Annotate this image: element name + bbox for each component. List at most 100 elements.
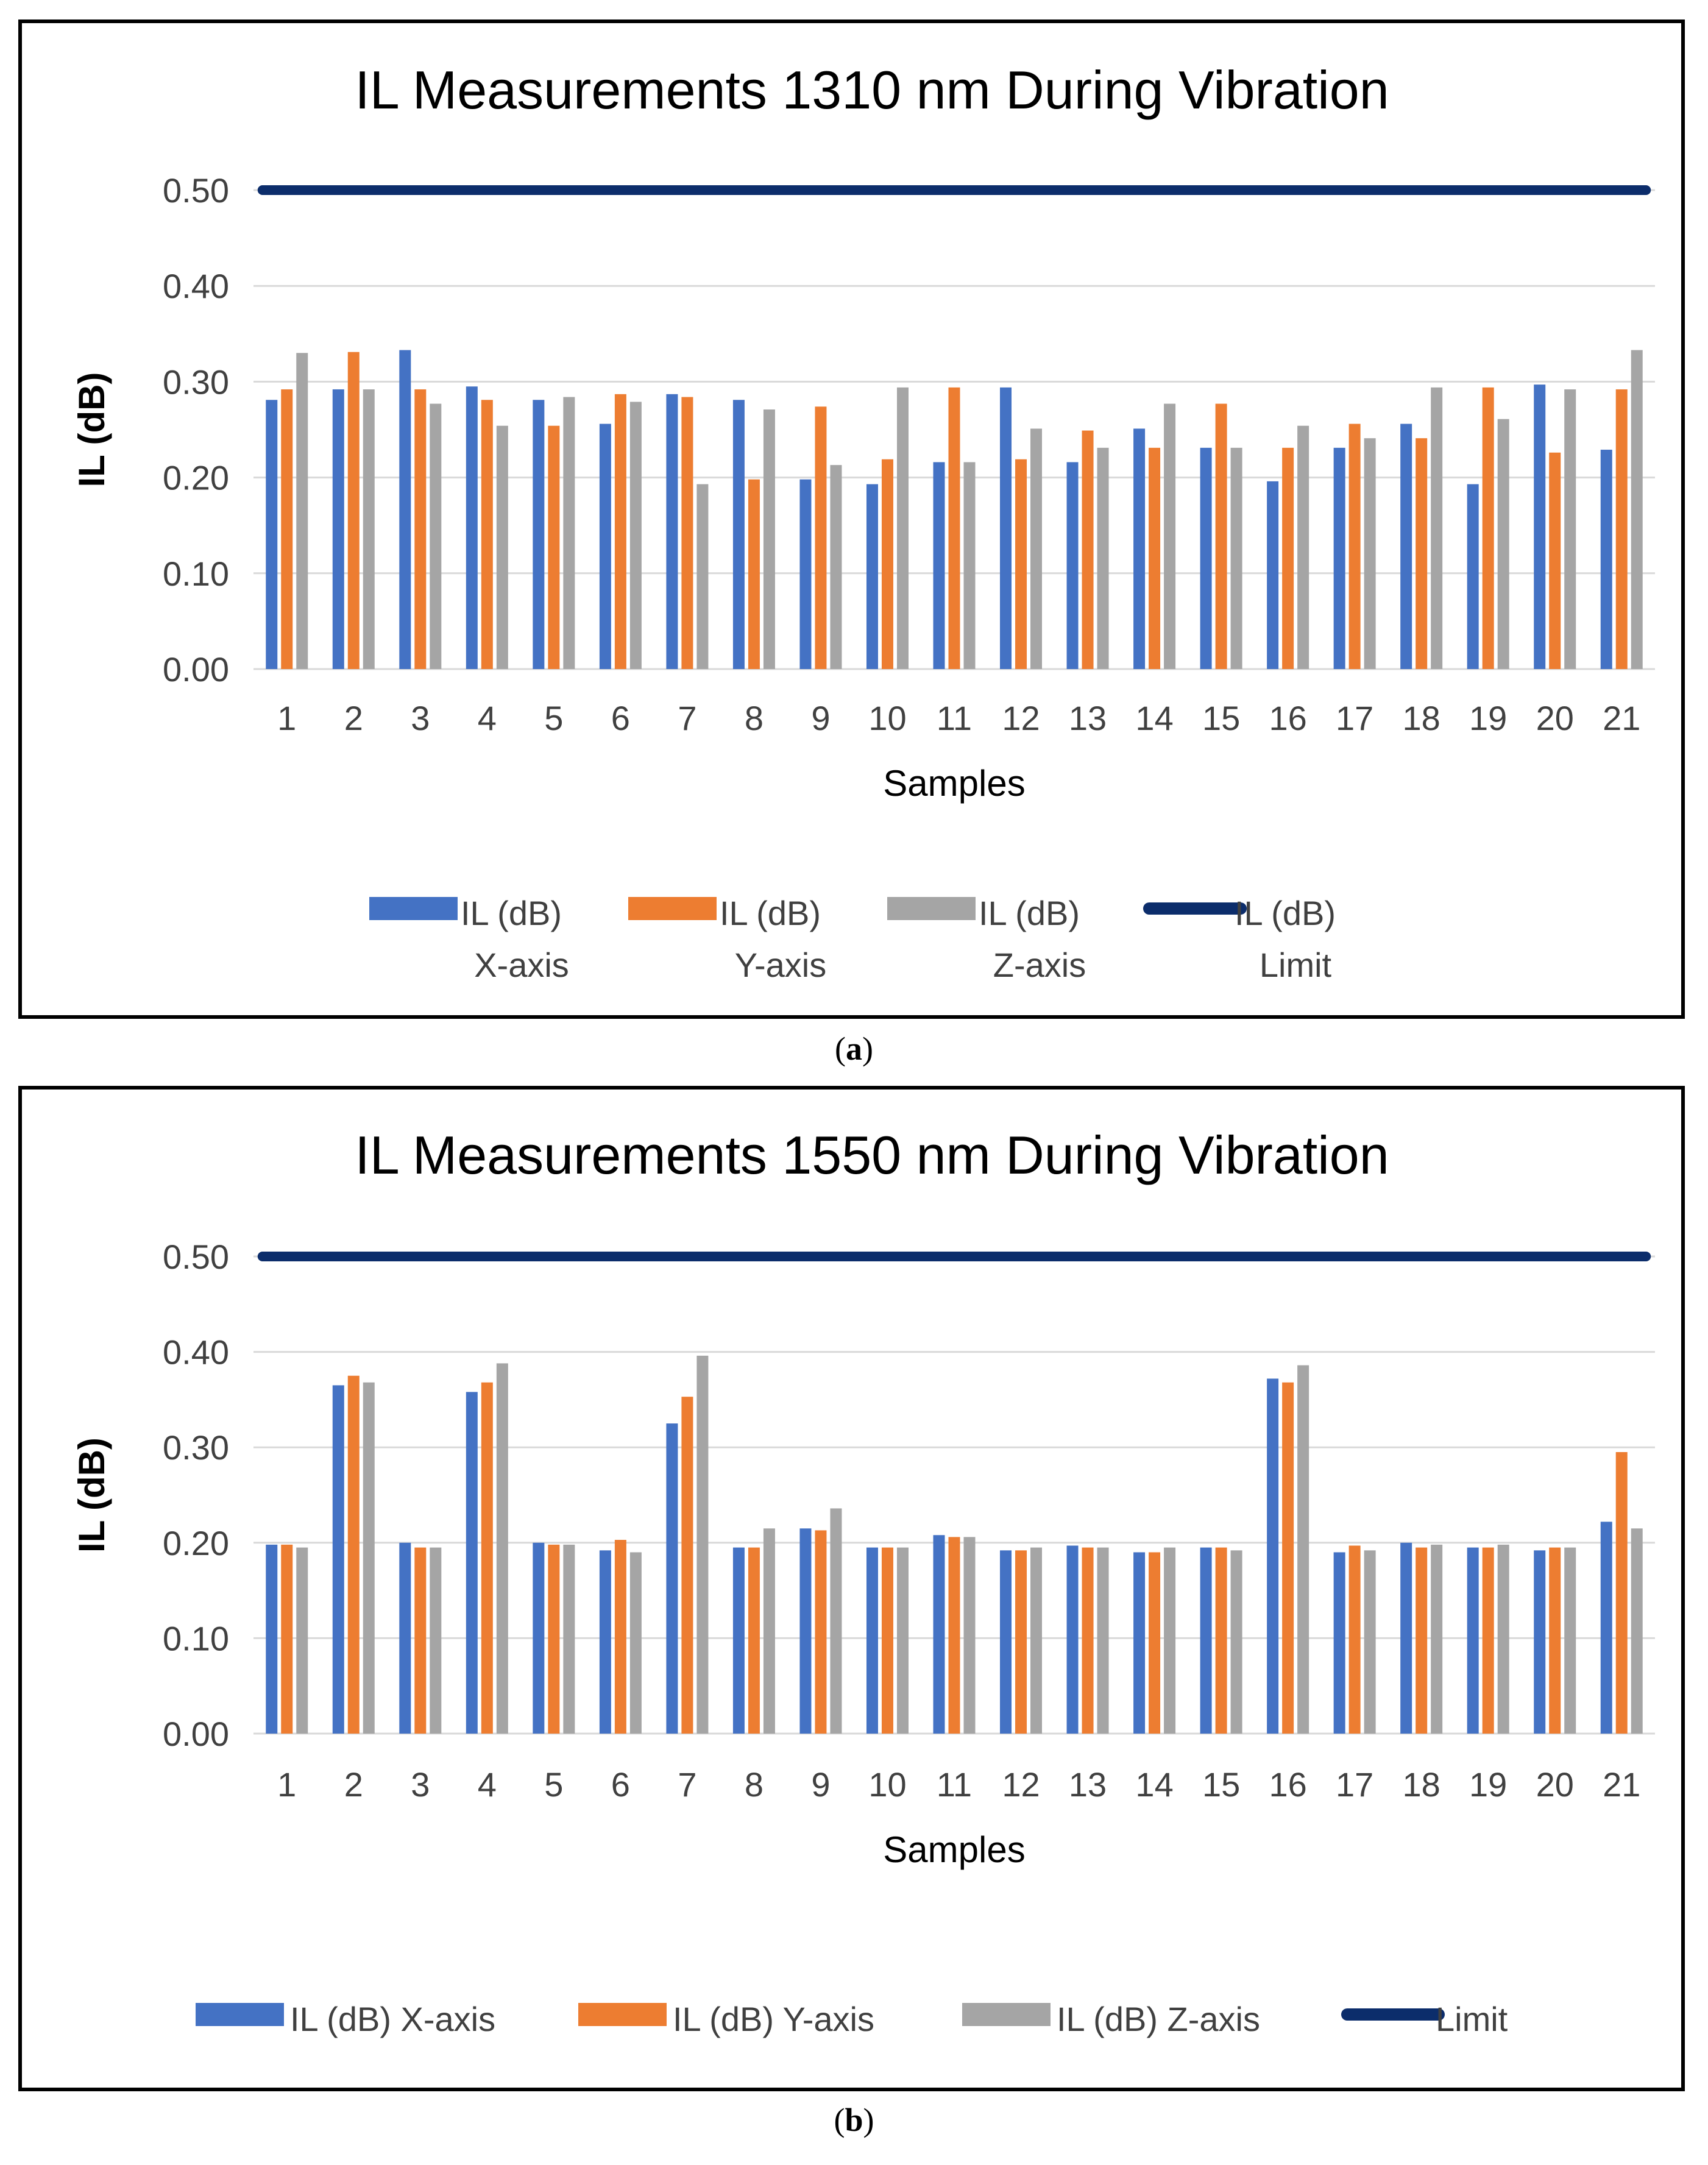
bar-z-axis-sample-1 bbox=[296, 353, 308, 669]
bar-y-axis-sample-19 bbox=[1482, 387, 1494, 669]
bar-x-axis-sample-11 bbox=[933, 1535, 945, 1734]
y-tick-label: 0.50 bbox=[163, 171, 229, 210]
legend-label: IL (dB) Z-axis bbox=[1057, 2000, 1260, 2038]
bar-z-axis-sample-5 bbox=[563, 1544, 575, 1734]
bar-x-axis-sample-10 bbox=[866, 484, 878, 669]
bar-y-axis-sample-4 bbox=[481, 1382, 493, 1734]
bar-z-axis-sample-19 bbox=[1497, 419, 1509, 669]
bar-y-axis-sample-18 bbox=[1416, 1547, 1428, 1734]
bar-y-axis-sample-12 bbox=[1015, 459, 1027, 669]
legend-label-line2: Limit bbox=[1260, 946, 1332, 984]
legend-swatch-2 bbox=[887, 897, 976, 920]
bar-x-axis-sample-15 bbox=[1200, 1547, 1212, 1734]
bar-x-axis-sample-19 bbox=[1467, 1547, 1479, 1734]
x-tick-label: 12 bbox=[1002, 699, 1040, 737]
bar-z-axis-sample-7 bbox=[696, 484, 709, 669]
x-tick-label: 10 bbox=[868, 699, 906, 737]
bar-z-axis-sample-9 bbox=[830, 465, 842, 669]
legend-label-line2: Z-axis bbox=[993, 946, 1086, 984]
y-tick-label: 0.10 bbox=[163, 555, 229, 593]
bar-y-axis-sample-10 bbox=[881, 459, 893, 669]
x-tick-label: 5 bbox=[544, 1765, 563, 1804]
bar-y-axis-sample-5 bbox=[548, 1544, 560, 1734]
bar-x-axis-sample-10 bbox=[866, 1547, 878, 1734]
legend-swatch-2 bbox=[962, 2003, 1051, 2026]
bar-y-axis-sample-13 bbox=[1082, 430, 1094, 669]
x-tick-label: 8 bbox=[745, 699, 764, 737]
x-tick-label: 15 bbox=[1202, 699, 1240, 737]
bar-y-axis-sample-12 bbox=[1015, 1550, 1027, 1734]
bar-x-axis-sample-1 bbox=[266, 400, 278, 669]
y-tick-label: 0.30 bbox=[163, 1428, 229, 1467]
bar-z-axis-sample-17 bbox=[1364, 438, 1376, 669]
bar-y-axis-sample-13 bbox=[1082, 1547, 1094, 1734]
bar-z-axis-sample-10 bbox=[896, 1547, 909, 1734]
bar-y-axis-sample-14 bbox=[1149, 447, 1161, 669]
bar-z-axis-sample-4 bbox=[496, 425, 508, 669]
bar-x-axis-sample-16 bbox=[1267, 481, 1279, 669]
bar-y-axis-sample-3 bbox=[414, 389, 427, 669]
bar-x-axis-sample-6 bbox=[599, 423, 611, 669]
bar-y-axis-sample-3 bbox=[414, 1547, 427, 1734]
y-tick-label: 0.50 bbox=[163, 1238, 229, 1276]
bar-y-axis-sample-9 bbox=[815, 1530, 827, 1734]
bar-z-axis-sample-4 bbox=[496, 1363, 508, 1734]
x-tick-label: 19 bbox=[1469, 1765, 1507, 1804]
x-tick-label: 4 bbox=[478, 1765, 497, 1804]
x-tick-label: 1 bbox=[277, 1765, 296, 1804]
bar-x-axis-sample-14 bbox=[1133, 428, 1146, 669]
bar-y-axis-sample-7 bbox=[681, 1397, 693, 1734]
legend-label: IL (dB) bbox=[461, 894, 562, 932]
legend-label: IL (dB) bbox=[720, 894, 821, 932]
bar-y-axis-sample-15 bbox=[1215, 403, 1227, 669]
chart-title: IL Measurements 1310 nm During Vibration bbox=[355, 60, 1389, 120]
bar-x-axis-sample-13 bbox=[1066, 462, 1079, 669]
x-tick-label: 18 bbox=[1403, 1765, 1440, 1804]
bar-y-axis-sample-18 bbox=[1416, 438, 1428, 669]
x-tick-label: 16 bbox=[1269, 699, 1306, 737]
x-tick-label: 17 bbox=[1336, 699, 1373, 737]
chart-panel-a: IL Measurements 1310 nm During Vibration… bbox=[18, 19, 1685, 1019]
bar-z-axis-sample-18 bbox=[1431, 387, 1443, 669]
bar-z-axis-sample-5 bbox=[563, 397, 575, 669]
bar-z-axis-sample-21 bbox=[1631, 350, 1643, 669]
bar-x-axis-sample-8 bbox=[732, 1547, 745, 1734]
bar-z-axis-sample-13 bbox=[1097, 447, 1109, 669]
bar-y-axis-sample-2 bbox=[347, 352, 360, 669]
bar-z-axis-sample-20 bbox=[1564, 389, 1576, 669]
bar-y-axis-sample-6 bbox=[614, 1540, 626, 1734]
legend-swatch-1 bbox=[628, 897, 717, 920]
bar-y-axis-sample-4 bbox=[481, 400, 493, 669]
bar-y-axis-sample-1 bbox=[281, 389, 293, 669]
caption-b: (b) bbox=[834, 2102, 874, 2138]
x-tick-label: 13 bbox=[1069, 1765, 1107, 1804]
bar-z-axis-sample-15 bbox=[1230, 447, 1242, 669]
bar-x-axis-sample-19 bbox=[1467, 484, 1479, 669]
bar-x-axis-sample-2 bbox=[332, 389, 344, 669]
bar-x-axis-sample-15 bbox=[1200, 447, 1212, 669]
bar-z-axis-sample-10 bbox=[896, 387, 909, 669]
x-axis-label: Samples bbox=[883, 1829, 1025, 1870]
bar-x-axis-sample-1 bbox=[266, 1544, 278, 1734]
y-tick-label: 0.20 bbox=[163, 1524, 229, 1562]
bar-x-axis-sample-8 bbox=[732, 400, 745, 669]
x-tick-label: 9 bbox=[811, 699, 830, 737]
bar-z-axis-sample-1 bbox=[296, 1547, 308, 1734]
bar-x-axis-sample-4 bbox=[466, 1392, 478, 1734]
bar-z-axis-sample-16 bbox=[1297, 1365, 1309, 1734]
legend-label: IL (dB) Y-axis bbox=[673, 2000, 874, 2038]
bar-x-axis-sample-18 bbox=[1400, 1542, 1412, 1734]
bar-z-axis-sample-20 bbox=[1564, 1547, 1576, 1734]
bar-z-axis-sample-8 bbox=[763, 409, 775, 669]
bar-y-axis-sample-21 bbox=[1615, 1452, 1628, 1734]
x-tick-label: 8 bbox=[745, 1765, 764, 1804]
bar-y-axis-sample-21 bbox=[1615, 389, 1628, 669]
bar-x-axis-sample-5 bbox=[533, 400, 545, 669]
bar-x-axis-sample-21 bbox=[1600, 1522, 1612, 1734]
x-tick-label: 20 bbox=[1536, 699, 1574, 737]
bar-y-axis-sample-16 bbox=[1282, 447, 1294, 669]
bar-x-axis-sample-9 bbox=[799, 479, 812, 669]
x-tick-label: 9 bbox=[811, 1765, 830, 1804]
bar-x-axis-sample-12 bbox=[1000, 387, 1012, 669]
bar-x-axis-sample-16 bbox=[1267, 1378, 1279, 1734]
